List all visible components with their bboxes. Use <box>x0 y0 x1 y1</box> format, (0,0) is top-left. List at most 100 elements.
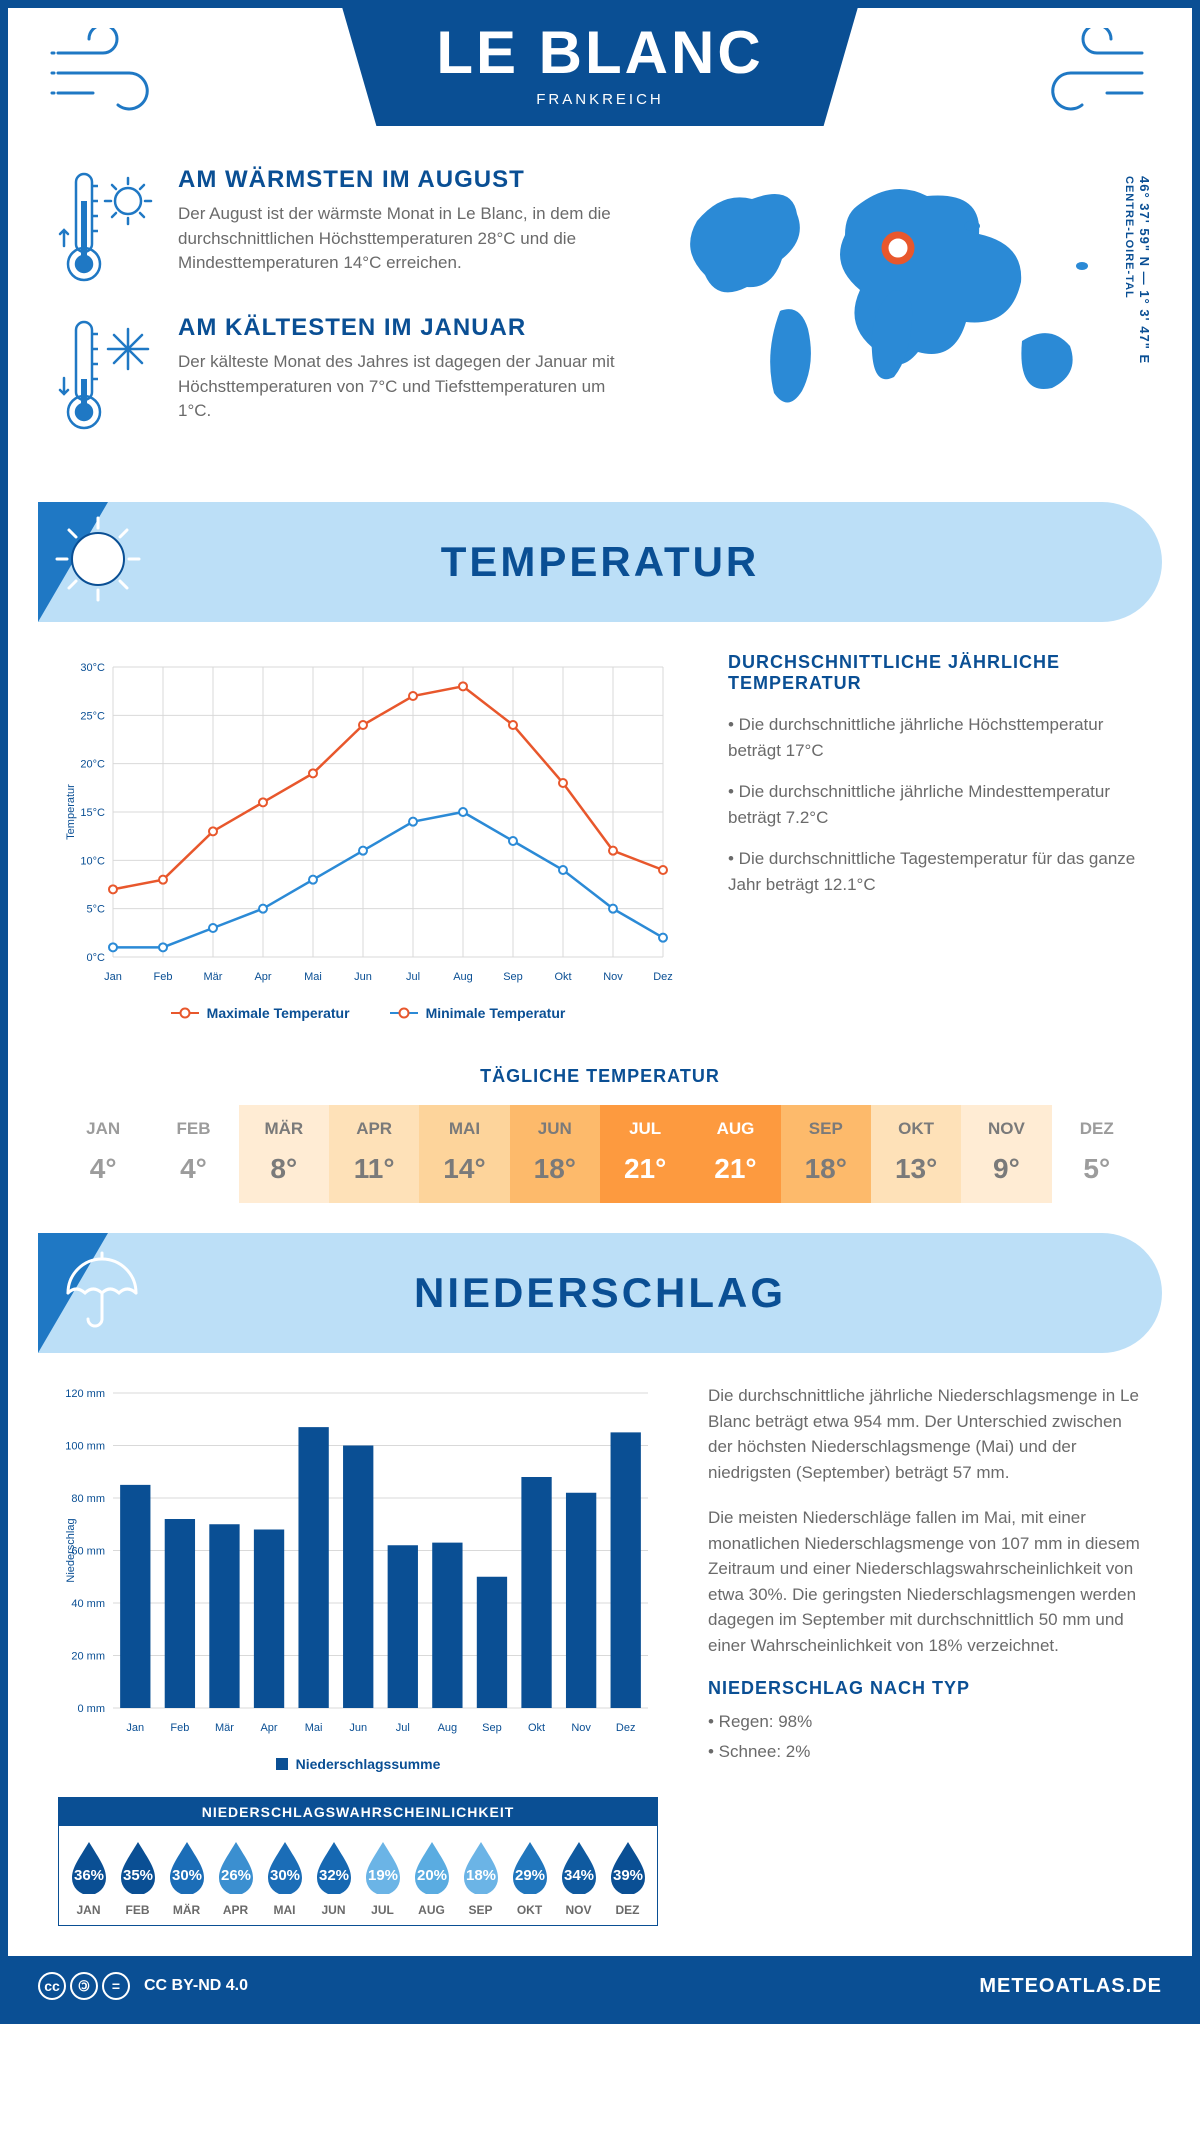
probability-drop: 30%MÄR <box>163 1838 210 1917</box>
svg-text:Okt: Okt <box>554 971 571 983</box>
probability-drop: 35%FEB <box>114 1838 161 1917</box>
probability-drop: 36%JAN <box>65 1838 112 1917</box>
svg-text:Temperatur: Temperatur <box>65 784 77 840</box>
svg-text:20 mm: 20 mm <box>71 1651 105 1663</box>
precip-text-2: Die meisten Niederschläge fallen im Mai,… <box>708 1505 1142 1658</box>
cc-icon: cc🄯= <box>38 1972 130 2000</box>
umbrella-icon <box>53 1245 143 1335</box>
thermometer-cold-icon <box>58 314 158 434</box>
annual-temp-title: DURCHSCHNITTLICHE JÄHRLICHE TEMPERATUR <box>728 652 1142 694</box>
svg-text:Jul: Jul <box>406 971 420 983</box>
svg-text:30°C: 30°C <box>80 662 105 674</box>
svg-text:Jan: Jan <box>104 971 122 983</box>
svg-text:19%: 19% <box>367 1867 397 1884</box>
svg-text:20°C: 20°C <box>80 759 105 771</box>
country-subtitle: FRANKREICH <box>420 91 780 108</box>
precipitation-title: NIEDERSCHLAG <box>414 1269 786 1317</box>
svg-text:Jan: Jan <box>126 1722 144 1734</box>
precipitation-banner: NIEDERSCHLAG <box>38 1233 1162 1353</box>
svg-text:Sep: Sep <box>503 971 523 983</box>
precip-text-1: Die durchschnittliche jährliche Niedersc… <box>708 1383 1142 1485</box>
precipitation-legend: Niederschlagssumme <box>58 1756 658 1772</box>
svg-text:30%: 30% <box>171 1867 201 1884</box>
svg-text:Feb: Feb <box>154 971 173 983</box>
wind-icon-left <box>48 28 178 118</box>
daily-cell: JUN18° <box>510 1105 600 1203</box>
svg-text:Dez: Dez <box>653 971 673 983</box>
wind-icon-right <box>1022 28 1152 118</box>
svg-text:Jul: Jul <box>396 1722 410 1734</box>
svg-text:35%: 35% <box>122 1867 152 1884</box>
svg-text:Aug: Aug <box>453 971 473 983</box>
summary-row: AM WÄRMSTEN IM AUGUST Der August ist der… <box>8 136 1192 482</box>
annual-bullet-1: • Die durchschnittliche jährliche Höchst… <box>728 712 1142 763</box>
warmest-text: Der August ist der wärmste Monat in Le B… <box>178 202 622 276</box>
annual-bullet-3: • Die durchschnittliche Tagestemperatur … <box>728 846 1142 897</box>
svg-text:26%: 26% <box>220 1867 250 1884</box>
sun-icon <box>53 514 143 604</box>
svg-text:Jun: Jun <box>349 1722 367 1734</box>
probability-drop: 18%SEP <box>457 1838 504 1917</box>
license-text: CC BY-ND 4.0 <box>144 1977 248 1995</box>
svg-text:20%: 20% <box>416 1867 446 1884</box>
temperature-title: TEMPERATUR <box>441 538 760 586</box>
daily-cell: JUL21° <box>600 1105 690 1203</box>
probability-box: NIEDERSCHLAGSWAHRSCHEINLICHKEIT 36%JAN35… <box>58 1797 658 1926</box>
svg-text:5°C: 5°C <box>87 904 106 916</box>
thermometer-hot-icon <box>58 166 158 286</box>
precip-type-1: • Regen: 98% <box>708 1709 1142 1735</box>
svg-text:30%: 30% <box>269 1867 299 1884</box>
svg-text:0 mm: 0 mm <box>78 1703 106 1715</box>
probability-drop: 29%OKT <box>506 1838 553 1917</box>
coldest-text: Der kälteste Monat des Jahres ist dagege… <box>178 350 622 424</box>
title-ribbon: LE BLANC FRANKREICH <box>340 0 860 126</box>
probability-drop: 32%JUN <box>310 1838 357 1917</box>
daily-cell: NOV9° <box>961 1105 1051 1203</box>
footer: cc🄯= CC BY-ND 4.0 METEOATLAS.DE <box>8 1956 1192 2016</box>
warmest-title: AM WÄRMSTEN IM AUGUST <box>178 166 622 194</box>
daily-cell: JAN4° <box>58 1105 148 1203</box>
svg-text:Sep: Sep <box>482 1722 502 1734</box>
svg-text:120 mm: 120 mm <box>65 1388 105 1400</box>
daily-cell: FEB4° <box>148 1105 238 1203</box>
daily-cell: MÄR8° <box>239 1105 329 1203</box>
probability-drop: 26%APR <box>212 1838 259 1917</box>
svg-text:39%: 39% <box>612 1867 642 1884</box>
daily-cell: OKT13° <box>871 1105 961 1203</box>
svg-text:10°C: 10°C <box>80 855 105 867</box>
svg-text:Nov: Nov <box>603 971 623 983</box>
svg-text:80 mm: 80 mm <box>71 1493 105 1505</box>
svg-text:40 mm: 40 mm <box>71 1598 105 1610</box>
daily-temp-strip: JAN4°FEB4°MÄR8°APR11°MAI14°JUN18°JUL21°A… <box>58 1105 1142 1203</box>
daily-cell: MAI14° <box>419 1105 509 1203</box>
svg-text:100 mm: 100 mm <box>65 1441 105 1453</box>
svg-text:Apr: Apr <box>254 971 271 983</box>
svg-text:Feb: Feb <box>170 1722 189 1734</box>
svg-text:Mär: Mär <box>215 1722 234 1734</box>
daily-cell: AUG21° <box>690 1105 780 1203</box>
precipitation-chart: 0 mm20 mm40 mm60 mm80 mm100 mm120 mmJanF… <box>58 1383 658 1926</box>
world-map-block: 46° 37' 59" N — 1° 3' 47" ECENTRE-LOIRE-… <box>662 166 1142 462</box>
svg-text:Jun: Jun <box>354 971 372 983</box>
probability-drop: 34%NOV <box>555 1838 602 1917</box>
daily-cell: APR11° <box>329 1105 419 1203</box>
coldest-block: AM KÄLTESTEN IM JANUAR Der kälteste Mona… <box>58 314 622 434</box>
svg-text:Mär: Mär <box>204 971 223 983</box>
svg-text:15°C: 15°C <box>80 807 105 819</box>
svg-text:Mai: Mai <box>304 971 322 983</box>
daily-cell: DEZ5° <box>1052 1105 1142 1203</box>
svg-text:25°C: 25°C <box>80 710 105 722</box>
precip-type-2: • Schnee: 2% <box>708 1739 1142 1765</box>
probability-title: NIEDERSCHLAGSWAHRSCHEINLICHKEIT <box>59 1798 657 1826</box>
svg-text:Aug: Aug <box>438 1722 458 1734</box>
temperature-banner: TEMPERATUR <box>38 502 1162 622</box>
temperature-legend: .lg-line:nth-child(1)::after{border-colo… <box>58 1005 678 1021</box>
svg-text:Nov: Nov <box>571 1722 591 1734</box>
precip-type-title: NIEDERSCHLAG NACH TYP <box>708 1678 1142 1699</box>
svg-text:Apr: Apr <box>260 1722 277 1734</box>
daily-temp-title: TÄGLICHE TEMPERATUR <box>8 1066 1192 1087</box>
coordinates: 46° 37' 59" N — 1° 3' 47" ECENTRE-LOIRE-… <box>1122 176 1152 364</box>
probability-drop: 30%MAI <box>261 1838 308 1917</box>
svg-text:34%: 34% <box>563 1867 593 1884</box>
temperature-chart: 0°C5°C10°C15°C20°C25°C30°CJanFebMärAprMa… <box>58 652 678 1021</box>
